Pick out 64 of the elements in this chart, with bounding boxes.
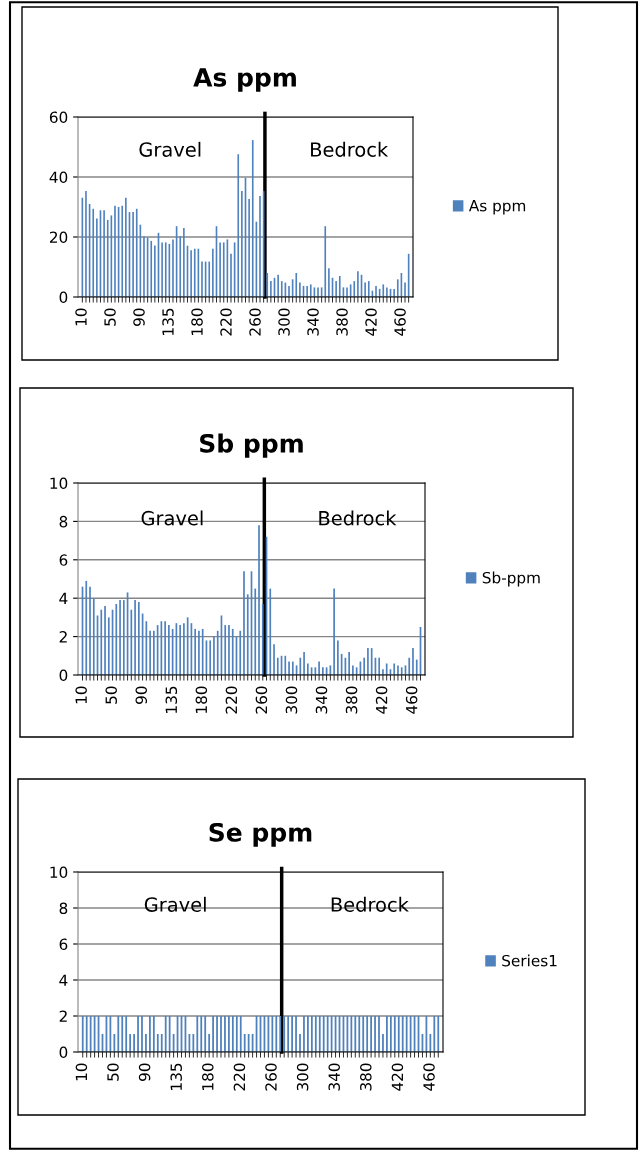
x-tick-label: 420 xyxy=(365,308,377,336)
x-tick-label: 180 xyxy=(195,686,208,713)
x-tick-label: 220 xyxy=(233,1063,246,1091)
y-tick-label: 10 xyxy=(50,866,68,879)
x-tick-label: 220 xyxy=(225,686,238,714)
y-tick-label: 2 xyxy=(59,631,67,643)
x-tick-label: 460 xyxy=(405,686,418,714)
x-tick-label: 460 xyxy=(423,1063,435,1091)
x-tick-label: 135 xyxy=(162,308,174,335)
x-tick-label: 50 xyxy=(107,1063,119,1081)
x-tick-label: 50 xyxy=(105,686,117,704)
y-tick-label: 10 xyxy=(50,477,68,490)
x-tick-label: 420 xyxy=(375,686,388,714)
y-tick-label: 8 xyxy=(59,515,68,528)
x-tick-label: 135 xyxy=(165,686,178,713)
x-tick-label: 340 xyxy=(315,686,328,714)
y-tick-label: 2 xyxy=(59,1010,67,1022)
annotation: Bedrock xyxy=(311,141,389,157)
x-tick-label: 340 xyxy=(328,1063,340,1091)
y-tick-label: 0 xyxy=(59,1046,68,1059)
x-tick-label: 460 xyxy=(394,308,406,336)
annotation: Gravel xyxy=(144,896,206,912)
x-tick-label: 380 xyxy=(345,686,358,714)
x-tick-label: 300 xyxy=(278,308,290,336)
x-tick-label: 380 xyxy=(336,308,348,336)
chart-title: Se ppm xyxy=(209,822,312,847)
annotation: Gravel xyxy=(139,141,201,157)
x-tick-label: 420 xyxy=(391,1063,404,1091)
x-tick-label: 180 xyxy=(191,308,203,335)
legend-label: As ppm xyxy=(468,200,526,215)
x-tick-label: 260 xyxy=(255,686,268,714)
annotation: Bedrock xyxy=(319,510,397,526)
x-tick-label: 180 xyxy=(202,1063,214,1090)
chart-title: As ppm xyxy=(193,68,296,92)
annotation: Bedrock xyxy=(331,896,409,912)
y-tick-label: 20 xyxy=(49,231,68,244)
x-tick-label: 90 xyxy=(133,308,145,326)
y-tick-label: 60 xyxy=(49,111,68,124)
x-tick-label: 50 xyxy=(104,308,116,326)
y-tick-label: 4 xyxy=(59,974,68,986)
legend-label: Series1 xyxy=(502,954,557,967)
x-tick-label: 90 xyxy=(138,1063,151,1081)
x-tick-label: 260 xyxy=(265,1063,277,1091)
y-tick-label: 0 xyxy=(59,291,68,304)
x-tick-label: 10 xyxy=(75,308,87,326)
x-tick-label: 90 xyxy=(135,686,148,704)
x-tick-label: 340 xyxy=(307,308,319,336)
x-tick-label: 135 xyxy=(170,1063,182,1090)
legend-label: Sb-ppm xyxy=(482,571,540,587)
y-tick-label: 0 xyxy=(59,669,68,682)
y-tick-label: 4 xyxy=(59,592,68,604)
y-tick-label: 40 xyxy=(49,171,68,184)
x-tick-label: 300 xyxy=(296,1063,309,1091)
x-tick-label: 300 xyxy=(285,686,298,714)
annotation: Gravel xyxy=(141,510,203,526)
x-tick-label: 10 xyxy=(75,686,87,704)
x-tick-label: 10 xyxy=(75,1063,88,1081)
x-tick-label: 220 xyxy=(220,308,232,336)
x-tick-label: 260 xyxy=(249,308,261,336)
y-tick-label: 6 xyxy=(59,554,68,566)
y-tick-label: 6 xyxy=(59,938,68,951)
y-tick-label: 8 xyxy=(59,902,68,915)
chart-title: Sb ppm xyxy=(200,433,303,458)
x-tick-label: 380 xyxy=(360,1063,372,1091)
